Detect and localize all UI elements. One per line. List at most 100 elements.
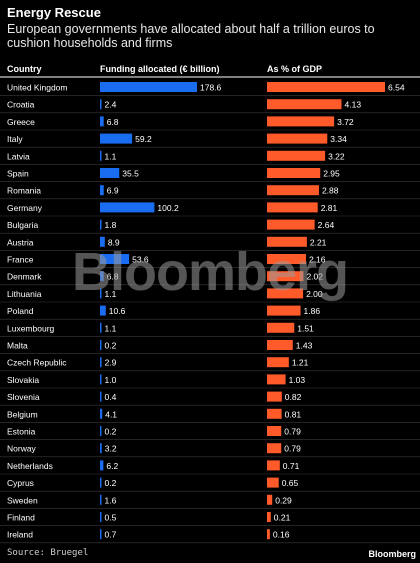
gdp-bar [267,322,295,333]
gdp-bar [267,271,304,282]
country-label: Bulgaria [7,220,38,230]
funding-value-label: 6.2 [106,461,118,471]
funding-bar [100,288,102,299]
funding-value-label: 1.8 [105,220,117,230]
funding-bar [100,529,102,540]
gdp-bar [267,254,306,264]
funding-bar [100,150,102,161]
country-label: Estonia [7,427,36,437]
funding-bar [100,133,133,144]
gdp-value-label: 0.21 [274,513,291,523]
funding-value-label: 0.2 [105,427,117,437]
funding-value-label: 0.2 [105,341,117,351]
funding-bar [100,82,197,92]
funding-bar [100,168,120,178]
funding-bar [100,512,102,522]
gdp-value-label: 0.82 [285,392,302,402]
country-label: Romania [7,186,41,196]
source-note: Source: Bruegel [7,548,89,558]
gdp-value-label: 0.79 [284,427,301,437]
gdp-value-label: 0.29 [275,495,292,505]
gdp-value-label: 2.81 [321,203,338,213]
funding-value-label: 8.9 [108,237,120,247]
country-label: France [7,255,34,265]
country-label: Italy [7,134,23,144]
gdp-bar [267,357,289,368]
gdp-value-label: 1.43 [296,341,313,351]
gdp-value-label: 1.03 [289,375,306,385]
funding-value-label: 6.9 [107,186,119,196]
funding-value-label: 2.9 [105,358,117,368]
gdp-bar [267,82,385,92]
gdp-value-label: 1.51 [297,323,314,333]
gdp-bar [267,512,271,522]
funding-value-label: 100.2 [157,203,179,213]
gdp-bar [267,426,282,436]
funding-value-label: 6.8 [107,272,119,282]
funding-bar [100,391,102,402]
gdp-bar [267,219,315,230]
gdp-bar [267,477,279,488]
country-label: Ireland [7,530,33,540]
gdp-value-label: 2.16 [309,255,326,265]
funding-bar [100,116,104,127]
funding-bar [100,254,130,264]
funding-value-label: 1.1 [105,323,117,333]
funding-bar [100,443,102,454]
country-label: Slovenia [7,392,40,402]
gdp-value-label: 4.13 [345,100,362,110]
brand-logo: Bloomberg [368,549,416,559]
gdp-value-label: 3.34 [330,134,347,144]
column-header-gdp: As % of GDP [267,64,322,74]
gdp-value-label: 0.81 [285,409,302,419]
funding-bar [100,322,102,333]
funding-bar [100,426,102,436]
chart-title: Energy Rescue [7,5,101,20]
country-label: Norway [7,444,37,454]
funding-bar [100,408,103,419]
funding-value-label: 3.2 [105,444,117,454]
country-label: United Kingdom [7,83,67,93]
country-label: Slovakia [7,375,39,385]
gdp-value-label: 0.71 [283,461,300,471]
gdp-bar [267,150,326,161]
column-header-country: Country [7,64,42,74]
gdp-bar [267,305,301,316]
gdp-bar [267,374,286,385]
gdp-bar [267,408,282,419]
funding-bar [100,340,102,350]
funding-bar [100,99,102,110]
funding-bar [100,236,105,247]
funding-value-label: 35.5 [122,169,139,179]
chart-subtitle: European governments have allocated abou… [7,22,375,50]
funding-bar [100,202,155,213]
gdp-value-label: 2.00 [306,289,323,299]
gdp-bar [267,288,304,299]
funding-value-label: 2.4 [105,100,117,110]
gdp-value-label: 3.22 [328,151,345,161]
funding-value-label: 59.2 [135,134,152,144]
funding-value-label: 53.6 [132,255,149,265]
gdp-bar [267,236,307,247]
gdp-value-label: 2.64 [318,220,335,230]
country-label: Latvia [7,151,30,161]
gdp-bar [267,99,342,110]
funding-value-label: 10.6 [109,306,126,316]
column-header-funding: Funding allocated (€ billion) [100,64,220,74]
country-label: Poland [7,306,34,316]
funding-bar [100,271,104,282]
gdp-value-label: 2.88 [322,186,339,196]
country-label: Finland [7,513,35,523]
gdp-bar [267,202,318,213]
country-label: Netherlands [7,461,53,471]
gdp-value-label: 2.95 [323,169,340,179]
watermark-logo: Bloomberg [72,242,348,302]
gdp-value-label: 6.54 [388,83,405,93]
funding-bar [100,219,102,230]
funding-value-label: 178.6 [200,83,222,93]
country-label: Belgium [7,409,38,419]
funding-bar [100,494,102,505]
funding-bar [100,305,106,316]
gdp-bar [267,460,280,471]
